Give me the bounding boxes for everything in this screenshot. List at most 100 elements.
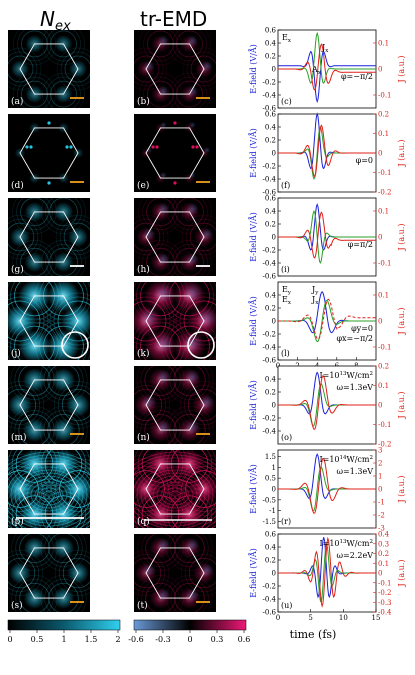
valley-blob-neg [182, 283, 203, 303]
tremd-map: (e) [134, 114, 216, 192]
y2-tick-label: -0.2 [378, 589, 392, 597]
y2-axis-label: J (a.u.) [397, 476, 406, 504]
y2-tick-label: 0.1 [378, 130, 389, 138]
panel-grid: (a) (b) (d) (e) (g) (h) (j) (k) (m) (n) (p) (q) (s) (… [8, 30, 216, 612]
tremd-map: (n) [134, 366, 216, 444]
panel-label: (e) [137, 180, 149, 191]
fringe-arc [183, 384, 216, 426]
fringe-arc [8, 549, 44, 597]
colorbar-tick-label: -0.6 [128, 635, 143, 644]
fringe-arc [134, 380, 171, 430]
fringe-arc [134, 47, 168, 91]
valley-blob-neg [145, 146, 153, 154]
y-tick-label: 1.5 [265, 453, 276, 461]
annotation: I=1014W/cm2 [319, 455, 373, 464]
charts: -0.6-0.4-0.200.20.40.6-0.100.1E-field (V… [249, 27, 406, 623]
y2-tick-label: 0.4 [378, 531, 390, 539]
colorbar-nex: 0 0.5 1 1.5 2 [7, 619, 121, 644]
y-axis-label: E-field (V/Å) [249, 548, 258, 597]
y-tick-label: 0.5 [265, 475, 276, 483]
y-tick-label: -0.6 [263, 273, 277, 281]
fringe-arc [8, 462, 47, 516]
hot-spot [195, 145, 199, 149]
y-tick-label: -0.4 [263, 260, 277, 268]
y2-tick-label: 0.1 [378, 208, 389, 216]
brillouin-zone-hexagon [145, 127, 205, 179]
legend-entry: Jx [321, 43, 329, 54]
y2-tick-label: 0.3 [378, 540, 389, 548]
y2-tick-label: 1 [378, 473, 382, 481]
brillouin-zone-hexagon [145, 211, 205, 263]
y-tick-label: 0.2 [265, 137, 276, 145]
legend-entry: Ex [282, 33, 292, 44]
panel-label: (g) [11, 264, 24, 275]
nex-map: (p) [8, 450, 90, 528]
valley-blob [18, 330, 51, 360]
hot-spot [47, 121, 51, 125]
fringe-arc [60, 51, 90, 87]
valley-blob-neg [153, 283, 174, 303]
fringe-arc [8, 388, 37, 422]
y-tick-label: 0 [272, 570, 276, 578]
y-tick-label: 0.6 [265, 195, 277, 203]
y-axis-label: E-field (V/Å) [249, 212, 258, 261]
nex-map: (d) [8, 114, 90, 192]
y-tick-label: -1.5 [263, 518, 277, 526]
panel-label: (t) [137, 600, 148, 611]
fringe-arc [59, 470, 90, 508]
x-tick-label: 10 [339, 614, 348, 622]
y-tick-label: -0.4 [263, 428, 277, 436]
colorbar-tick-label: 1.5 [85, 635, 98, 644]
y-tick-label: -0.2 [263, 583, 277, 591]
nex-map: (g) [8, 198, 90, 276]
fringe-arc [177, 462, 216, 516]
header-nex: Nex [40, 7, 71, 34]
valley-blob-neg [185, 369, 200, 384]
nex-map: (m) [8, 366, 90, 444]
colorbar-tremd: -0.6 -0.3 0 0.3 0.6 [128, 619, 251, 644]
fringe-arc [57, 384, 90, 426]
y-axis-label: E-field (V/Å) [249, 44, 258, 93]
y-tick-label: 0.2 [265, 221, 276, 229]
fringe-arc [54, 549, 90, 597]
fringe-arc [134, 553, 166, 593]
colorbar-tick-label: 0.6 [238, 635, 251, 644]
valley-blob-neg [197, 308, 216, 328]
series-j [278, 457, 376, 514]
fringe-ring [34, 484, 64, 506]
fringe-arc [134, 470, 165, 508]
fringe-ring [14, 469, 84, 521]
y2-axis-label: J (a.u.) [397, 56, 406, 84]
y2-tick-label: 0 [378, 234, 382, 242]
series-j [278, 124, 376, 178]
fringe-arc [189, 222, 216, 252]
valley-blob-neg [160, 171, 167, 179]
brillouin-zone-hexagon [145, 547, 205, 599]
fringe-ring [156, 481, 194, 509]
y-tick-label: 0.4 [265, 544, 277, 552]
tremd-map: (k) [134, 282, 216, 360]
legend-entry: Ey [282, 285, 292, 296]
y-tick-label: -0.2 [263, 79, 277, 87]
chart-f: -0.6 -0.4 -0.2 0 0.2 0.4 0.6 -0.2 -0.1 0 0.1 0.2 E-f… [249, 111, 406, 197]
y-tick-label: 0.2 [265, 305, 276, 313]
y2-axis-label: J (a.u.) [397, 560, 406, 588]
y-axis-label: E-field (V/Å) [249, 296, 258, 345]
fringe-arc [55, 214, 90, 260]
fringe-arc [134, 479, 196, 528]
panel-label: (r) [281, 517, 291, 526]
y2-tick-label: 0 [378, 318, 382, 326]
fringe-ring [8, 451, 90, 528]
fringe-arc [8, 380, 45, 430]
y-axis-label: E-field (V/Å) [249, 464, 258, 513]
y-tick-label: -1 [269, 507, 276, 515]
hot-spot [155, 145, 159, 149]
fringe-arc [58, 553, 90, 593]
valley-blob-neg [182, 333, 203, 353]
fringe-ring [152, 478, 198, 512]
valley-blob [62, 305, 90, 337]
fringe-arc [55, 466, 90, 512]
y-tick-label: -0.5 [263, 496, 277, 504]
panel-label: (l) [281, 349, 290, 358]
fringe-arc [134, 462, 173, 516]
